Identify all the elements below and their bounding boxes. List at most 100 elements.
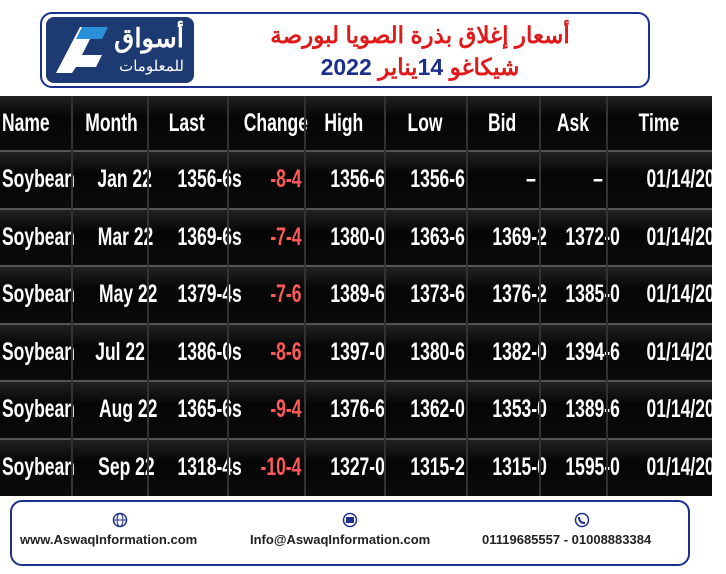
table-cell: 1373-6 (387, 267, 465, 321)
table-row: Soybean May 22 1379-4s -7-6 1389-6 1373-6 1376… (0, 265, 726, 323)
table-row: Soybean Aug 22 1365-6s -9-4 1376-6 1362-0 1353… (0, 380, 726, 438)
phone-icon (574, 512, 590, 528)
table-cell: 1394-6 (542, 325, 620, 379)
table-cell: Mar 22 (74, 210, 153, 264)
table-row: Soybean Sep 22 1318-4s -10-4 1327-0 1315-2 131… (0, 437, 726, 496)
table-cell: 1356-6 (307, 152, 385, 206)
table-cell-text: 1356-6s (177, 165, 242, 193)
table-cell: -7-4 (230, 210, 301, 264)
table-cell-text: 1373-6 (410, 280, 465, 308)
table-cell: Soybean (2, 325, 75, 379)
table-cell: 1365-6s (150, 382, 242, 436)
column-header: Month (74, 96, 144, 150)
column-divider (227, 96, 229, 496)
table-cell-text: -8-4 (269, 165, 301, 193)
table-cell-text: Mar 22 (97, 222, 154, 251)
footer: www.AswaqInformation.com Info@AswaqInfor… (10, 500, 690, 566)
title-part: شيكاغو (449, 54, 520, 80)
table-cell: 1379-4s (150, 267, 242, 321)
table-cell: 1372-0 (542, 210, 620, 264)
table-cell: 1353-0 (469, 382, 547, 436)
table-cell-text: Soybean (2, 280, 75, 308)
logo-name: أسواق (114, 23, 184, 53)
table-cell: Aug 22 (74, 382, 157, 436)
table-cell-text: 01/14/2022 (646, 280, 726, 308)
table-cell: 1397-0 (307, 325, 385, 379)
table-cell-text: Sep 22 (98, 452, 155, 481)
table-cell-text: -7-4 (269, 222, 301, 251)
table-cell: Soybean (2, 210, 75, 264)
table-cell-text: 1315-0 (492, 452, 547, 481)
logo-icon (56, 27, 108, 73)
table-cell-text: – (526, 165, 536, 193)
table-cell-text: 01/14/2022 (646, 452, 726, 481)
table-cell: Soybean (2, 382, 75, 436)
column-divider (147, 96, 149, 496)
table-cell-text: 01/14/2022 (646, 165, 726, 193)
table-cell: 01/14/2022 (609, 325, 726, 379)
table-cell-text: 1353-0 (492, 395, 547, 423)
column-header: Time (609, 96, 708, 150)
table-cell-text: 1365-6s (177, 395, 242, 423)
table-cell: -8-6 (230, 325, 301, 379)
column-divider (304, 96, 306, 496)
table-row: Soybean Mar 22 1369-6s -7-4 1380-0 1363-6 1369… (0, 207, 726, 266)
table-cell-text: -8-6 (269, 337, 301, 366)
table-cell-text: 1385-0 (565, 280, 620, 308)
table-cell-text: Soybean (2, 395, 75, 423)
table-cell-text: 01/14/2022 (646, 222, 726, 251)
table-cell: -8-4 (230, 152, 301, 206)
table-cell: 1389-6 (307, 267, 385, 321)
column-header-text: Last (169, 109, 205, 137)
table-cell: -7-6 (230, 267, 301, 321)
table-cell-text: 1369-2 (492, 222, 547, 251)
table-cell: 1362-0 (387, 382, 465, 436)
table-cell: 1380-0 (307, 210, 385, 264)
table-cell-text: 1595-0 (565, 452, 620, 481)
table-cell-text: 1372-0 (565, 222, 620, 251)
table-cell-text: 1380-6 (410, 337, 465, 366)
column-divider (606, 96, 608, 496)
table-cell: May 22 (74, 267, 157, 321)
header-row: Name Month Last Change High Low Bid Ask Time (0, 96, 712, 150)
table-cell-text: Soybean (2, 222, 75, 251)
table-cell: 1356-6 (387, 152, 465, 206)
table-cell-text: 1382-0 (492, 337, 547, 366)
table-cell-text: 1389-6 (330, 280, 385, 308)
table-cell-text: -7-6 (269, 280, 301, 308)
column-header: Low (387, 96, 463, 150)
table-cell-text: 1362-0 (410, 395, 465, 423)
table-cell: Jul 22 (74, 325, 145, 379)
mail-icon (342, 512, 358, 528)
table-cell: – (469, 152, 536, 206)
table-cell: 1376-2 (469, 267, 547, 321)
table-cell-text: -10-4 (260, 452, 301, 481)
table-cell-text: 1315-2 (410, 452, 465, 481)
column-header-text: Change (243, 109, 308, 137)
column-divider (466, 96, 468, 496)
table-cell-text: 1380-0 (330, 222, 385, 251)
title-part: يناير (378, 54, 418, 80)
website: www.AswaqInformation.com (20, 532, 198, 547)
logo-subtitle: للمعلومات (119, 58, 184, 75)
column-header: Name (2, 96, 68, 150)
table-cell-text: 01/14/2022 (646, 337, 726, 366)
table-cell: 01/14/2022 (609, 267, 726, 321)
column-header-text: Bid (488, 109, 517, 137)
table-cell-text: 1376-6 (330, 395, 385, 423)
table-cell-text: Jan 22 (97, 165, 152, 193)
column-header-text: Month (85, 109, 138, 137)
globe-icon (112, 512, 128, 528)
table-cell-text: 1369-6s (177, 222, 242, 251)
table-cell: – (542, 152, 603, 206)
table-row: Soybean Jan 22 1356-6s -8-4 1356-6 1356-6 – – 01… (0, 150, 726, 208)
column-divider (384, 96, 386, 496)
table-cell: Sep 22 (74, 440, 154, 494)
column-header-text: High (324, 109, 364, 137)
column-header: Bid (469, 96, 536, 150)
table-cell: 01/14/2022 (609, 152, 726, 206)
table-cell: 1389-6 (542, 382, 620, 436)
email: Info@AswaqInformation.com (250, 532, 431, 547)
column-divider (71, 96, 73, 496)
